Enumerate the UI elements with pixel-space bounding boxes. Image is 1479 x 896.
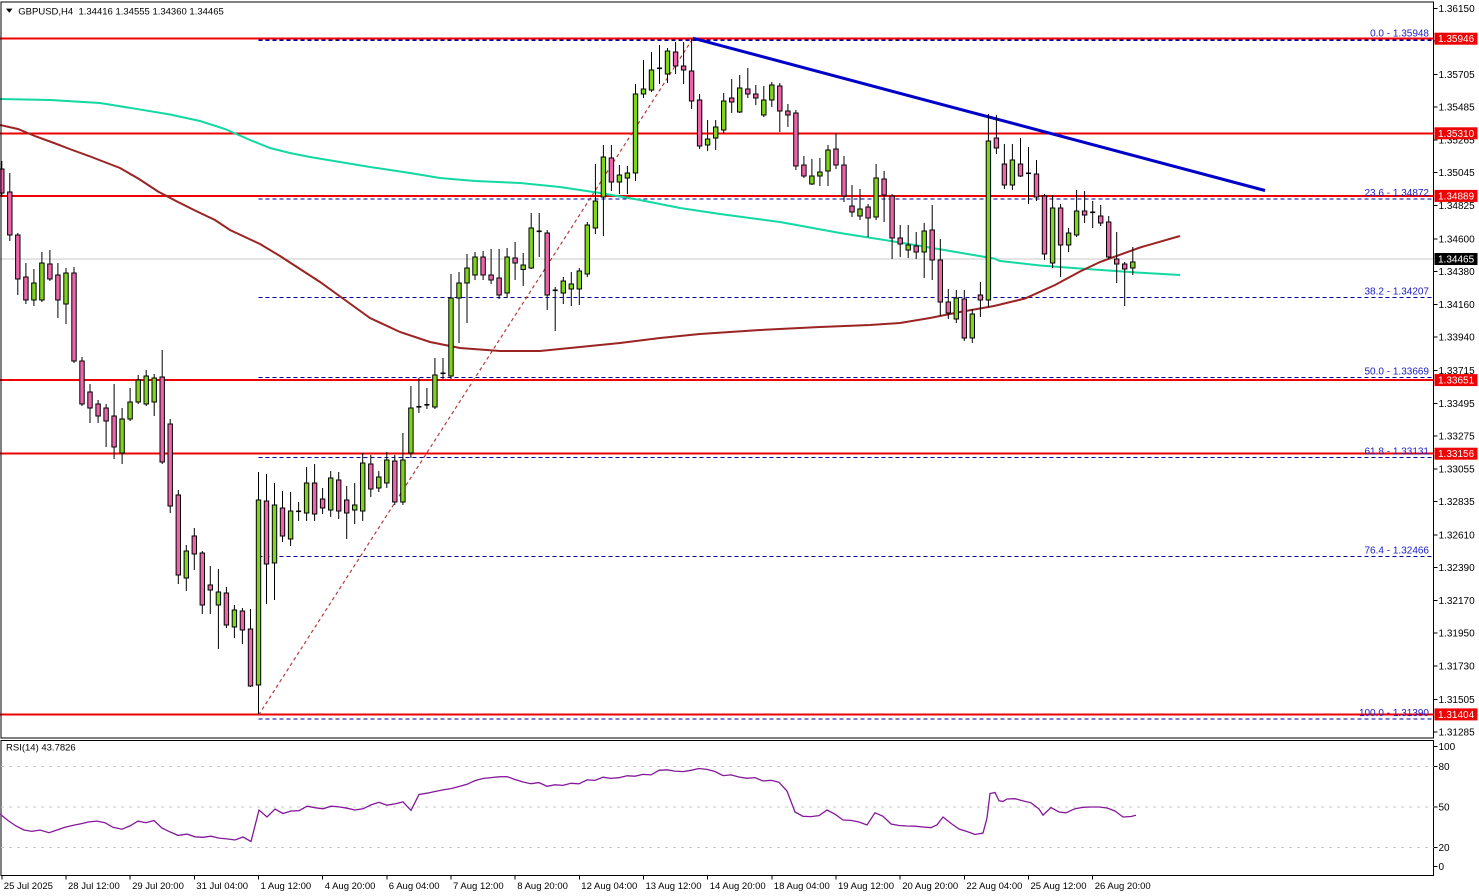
svg-text:18 Aug 04:00: 18 Aug 04:00 [774,881,830,892]
svg-text:38.2 - 1.34207: 38.2 - 1.34207 [1365,286,1430,297]
svg-text:1.33715: 1.33715 [1439,366,1476,377]
svg-text:1.31950: 1.31950 [1439,629,1476,640]
svg-text:1.32835: 1.32835 [1439,497,1476,508]
svg-text:22 Aug 04:00: 22 Aug 04:00 [966,881,1022,892]
svg-text:14 Aug 20:00: 14 Aug 20:00 [710,881,766,892]
svg-text:80: 80 [1439,762,1451,773]
svg-text:0: 0 [1439,862,1445,873]
svg-text:1.34380: 1.34380 [1439,267,1476,278]
svg-text:1.35310: 1.35310 [1438,129,1475,140]
svg-text:50: 50 [1439,803,1451,814]
svg-text:6 Aug 04:00: 6 Aug 04:00 [389,881,440,892]
svg-text:1.32610: 1.32610 [1439,531,1476,542]
svg-text:1.34465: 1.34465 [1438,255,1475,266]
svg-text:1.35485: 1.35485 [1439,103,1476,114]
svg-text:1.34825: 1.34825 [1439,201,1476,212]
svg-text:23.6 - 1.34872: 23.6 - 1.34872 [1365,188,1430,199]
svg-text:25 Aug 12:00: 25 Aug 12:00 [1031,881,1087,892]
svg-text:12 Aug 04:00: 12 Aug 04:00 [581,881,637,892]
svg-text:1.33495: 1.33495 [1439,399,1476,410]
svg-text:1.32390: 1.32390 [1439,563,1476,574]
svg-text:76.4 - 1.32466: 76.4 - 1.32466 [1365,545,1430,556]
svg-text:1.33940: 1.33940 [1439,333,1476,344]
svg-text:1.31730: 1.31730 [1439,661,1476,672]
svg-text:1.35705: 1.35705 [1439,70,1476,81]
svg-text:20: 20 [1439,843,1451,854]
svg-text:GBPUSD,H4 1.34416 1.34555 1.3: GBPUSD,H4 1.34416 1.34555 1.34360 1.3446… [18,6,223,17]
svg-text:1.33055: 1.33055 [1439,464,1476,475]
svg-text:29 Jul 20:00: 29 Jul 20:00 [132,881,184,892]
svg-text:1.33275: 1.33275 [1439,432,1476,443]
svg-text:1.35946: 1.35946 [1438,34,1475,45]
svg-text:1.35265: 1.35265 [1439,136,1476,147]
svg-text:26 Aug 20:00: 26 Aug 20:00 [1095,881,1151,892]
svg-text:RSI(14) 43.7826: RSI(14) 43.7826 [6,743,76,754]
svg-text:1.34600: 1.34600 [1439,234,1476,245]
svg-text:1.32170: 1.32170 [1439,596,1476,607]
svg-text:1.34889: 1.34889 [1438,191,1475,202]
svg-text:19 Aug 12:00: 19 Aug 12:00 [838,881,894,892]
svg-text:100: 100 [1439,742,1456,753]
svg-text:28 Jul 12:00: 28 Jul 12:00 [68,881,120,892]
svg-text:25 Jul 2025: 25 Jul 2025 [4,881,53,892]
svg-text:100.0 - 1.31390: 100.0 - 1.31390 [1359,708,1429,719]
svg-text:0.0 - 1.35948: 0.0 - 1.35948 [1370,28,1429,39]
svg-text:50.0 - 1.33669: 50.0 - 1.33669 [1365,366,1430,377]
svg-text:1.31404: 1.31404 [1438,710,1475,721]
svg-text:4 Aug 20:00: 4 Aug 20:00 [325,881,376,892]
svg-text:13 Aug 12:00: 13 Aug 12:00 [646,881,702,892]
svg-text:7 Aug 12:00: 7 Aug 12:00 [453,881,504,892]
svg-text:31 Jul 04:00: 31 Jul 04:00 [196,881,248,892]
svg-text:1.34160: 1.34160 [1439,300,1476,311]
svg-text:1 Aug 12:00: 1 Aug 12:00 [261,881,312,892]
svg-text:1.33156: 1.33156 [1438,449,1475,460]
svg-text:8 Aug 20:00: 8 Aug 20:00 [517,881,568,892]
svg-text:20 Aug 20:00: 20 Aug 20:00 [902,881,958,892]
svg-text:1.36150: 1.36150 [1439,4,1476,15]
svg-text:1.31285: 1.31285 [1439,728,1476,739]
svg-text:1.35045: 1.35045 [1439,168,1476,179]
svg-text:61.8 - 1.33131: 61.8 - 1.33131 [1365,447,1430,458]
svg-text:1.33651: 1.33651 [1438,376,1475,387]
svg-text:1.31505: 1.31505 [1439,695,1476,706]
